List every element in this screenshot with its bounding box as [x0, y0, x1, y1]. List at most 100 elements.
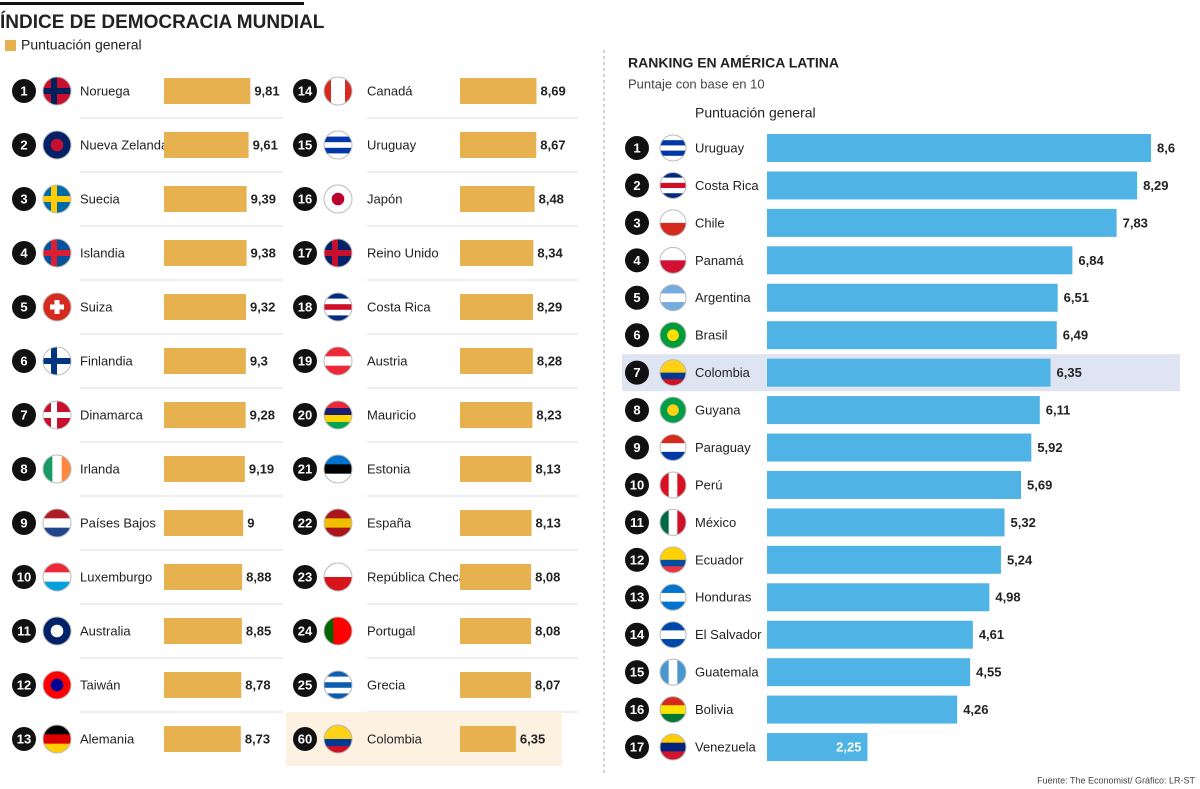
flag [324, 509, 352, 537]
flag [660, 696, 686, 723]
flag [43, 671, 71, 699]
value-label: 9,81 [254, 83, 279, 98]
category-label: República Checa [367, 569, 467, 584]
flag-border [659, 321, 687, 349]
value-label: 9,19 [249, 461, 274, 476]
title-rule [0, 2, 304, 5]
flag-border [323, 292, 353, 322]
rank-badge [625, 173, 649, 198]
flag [660, 734, 686, 761]
value-label: 2,25 [836, 739, 861, 754]
bar [164, 726, 241, 752]
bar [164, 186, 247, 212]
rank-badge [625, 136, 649, 160]
rank-badge [12, 511, 36, 535]
flag [324, 671, 352, 699]
category-label: Dinamarca [80, 407, 144, 422]
category-label: Chile [695, 215, 725, 230]
rank-label: 4 [633, 253, 641, 268]
bar [460, 348, 533, 374]
rank-label: 21 [298, 461, 312, 476]
flag [660, 584, 686, 611]
rank-badge [625, 585, 649, 610]
rank-badge [625, 547, 649, 572]
value-label: 8,48 [539, 191, 564, 206]
bar [460, 672, 532, 698]
rank-badge [12, 673, 36, 697]
flag [324, 77, 352, 105]
flag [324, 563, 352, 591]
flag [660, 172, 686, 199]
flag [324, 239, 352, 267]
category-label: Costa Rica [695, 178, 759, 193]
bar [767, 321, 1057, 350]
category-label: Venezuela [695, 739, 756, 754]
flag [43, 293, 71, 321]
category-label: Uruguay [367, 137, 417, 152]
rank-label: 7 [20, 407, 27, 422]
rank-badge [293, 187, 317, 211]
flag [43, 131, 71, 159]
rank-badge [625, 510, 649, 535]
rank-badge [12, 187, 36, 211]
rank-badge [12, 241, 36, 265]
rank-badge [625, 323, 649, 348]
category-label: Costa Rica [367, 299, 431, 314]
bar [460, 186, 535, 212]
flag-border [659, 546, 687, 574]
flag [324, 725, 352, 753]
category-label: Islandia [80, 245, 126, 260]
bar [164, 294, 247, 320]
category-label: Ecuador [695, 552, 744, 567]
bar [164, 510, 244, 536]
flag-border [323, 616, 353, 646]
rank-label: 4 [20, 245, 28, 260]
bar [767, 620, 973, 649]
bar [767, 246, 1073, 275]
flag-border [42, 184, 72, 214]
flag-border [659, 171, 687, 199]
flag [324, 347, 352, 375]
rank-label: 14 [630, 627, 645, 642]
rank-label: 60 [298, 731, 312, 746]
bar [460, 294, 533, 320]
flag-border [42, 562, 72, 592]
rank-label: 17 [298, 245, 312, 260]
category-label: Brasil [695, 328, 728, 343]
flag-border [323, 670, 353, 700]
rank-label: 1 [20, 83, 27, 98]
category-label: Alemania [80, 731, 135, 746]
value-label: 8,67 [540, 137, 565, 152]
flag-border [323, 346, 353, 376]
category-label: Estonia [367, 461, 411, 476]
rank-badge [293, 133, 317, 157]
category-label: Suecia [80, 191, 121, 206]
category-label: Noruega [80, 83, 131, 98]
rank-label: 17 [630, 739, 644, 754]
flag-border [323, 562, 353, 592]
chart-title: ÍNDICE DE DEMOCRACIA MUNDIAL [0, 11, 325, 33]
category-label: Perú [695, 477, 722, 492]
flag [324, 617, 352, 645]
flag-border [42, 670, 72, 700]
rank-label: 10 [17, 569, 31, 584]
flag-border [323, 184, 353, 214]
flag [43, 455, 71, 483]
flag-border [659, 508, 687, 536]
flag-border [323, 508, 353, 538]
rank-badge [293, 727, 317, 751]
bar [460, 402, 533, 428]
flag [43, 563, 71, 591]
category-label: Países Bajos [80, 515, 156, 530]
flag-border [659, 134, 687, 162]
bar [460, 510, 532, 536]
rank-badge [625, 435, 649, 460]
bar [460, 726, 516, 752]
rank-badge [12, 727, 36, 751]
value-label: 6,49 [1063, 328, 1088, 343]
bar [460, 456, 532, 482]
rank-label: 25 [298, 677, 312, 692]
flag-border [42, 130, 72, 160]
value-label: 6,35 [1057, 365, 1082, 380]
